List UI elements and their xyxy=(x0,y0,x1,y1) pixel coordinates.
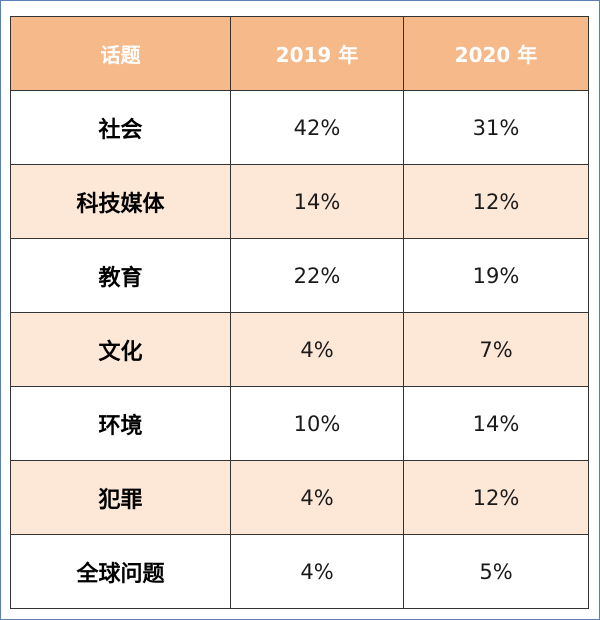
row-topic: 全球问题 xyxy=(10,534,231,609)
header-2020: 2020 年 xyxy=(403,16,589,91)
table-body: 社会 42% 31% 科技媒体 14% 12% 教育 22% 19% 文化 4% xyxy=(10,90,589,609)
row-value-2020: 12% xyxy=(403,164,589,239)
row-value-2019: 22% xyxy=(230,238,404,313)
row-value-2019: 14% xyxy=(230,164,404,239)
table-row: 社会 42% 31% xyxy=(10,90,589,165)
row-topic: 社会 xyxy=(10,90,231,165)
row-topic: 科技媒体 xyxy=(10,164,231,239)
header-row: 话题 2019 年 2020 年 xyxy=(10,16,589,91)
row-topic: 犯罪 xyxy=(10,460,231,535)
table-row: 文化 4% 7% xyxy=(10,312,589,387)
row-value-2020: 19% xyxy=(403,238,589,313)
row-value-2020: 5% xyxy=(403,534,589,609)
row-value-2019: 10% xyxy=(230,386,404,461)
table-row: 环境 10% 14% xyxy=(10,386,589,461)
row-value-2019: 4% xyxy=(230,460,404,535)
row-value-2020: 31% xyxy=(403,90,589,165)
row-topic: 环境 xyxy=(10,386,231,461)
table-row: 犯罪 4% 12% xyxy=(10,460,589,535)
topic-comparison-table: 话题 2019 年 2020 年 社会 42% 31% 科技媒体 14% 12%… xyxy=(10,16,589,609)
row-topic: 教育 xyxy=(10,238,231,313)
row-value-2020: 14% xyxy=(403,386,589,461)
header-2019: 2019 年 xyxy=(230,16,404,91)
row-value-2019: 42% xyxy=(230,90,404,165)
row-value-2019: 4% xyxy=(230,534,404,609)
header-topic: 话题 xyxy=(10,16,231,91)
table-header: 话题 2019 年 2020 年 xyxy=(10,16,589,91)
row-value-2019: 4% xyxy=(230,312,404,387)
topic-comparison-table-wrapper: 话题 2019 年 2020 年 社会 42% 31% 科技媒体 14% 12%… xyxy=(10,16,589,609)
row-value-2020: 7% xyxy=(403,312,589,387)
table-row: 全球问题 4% 5% xyxy=(10,534,589,609)
row-topic: 文化 xyxy=(10,312,231,387)
table-row: 教育 22% 19% xyxy=(10,238,589,313)
row-value-2020: 12% xyxy=(403,460,589,535)
table-row: 科技媒体 14% 12% xyxy=(10,164,589,239)
